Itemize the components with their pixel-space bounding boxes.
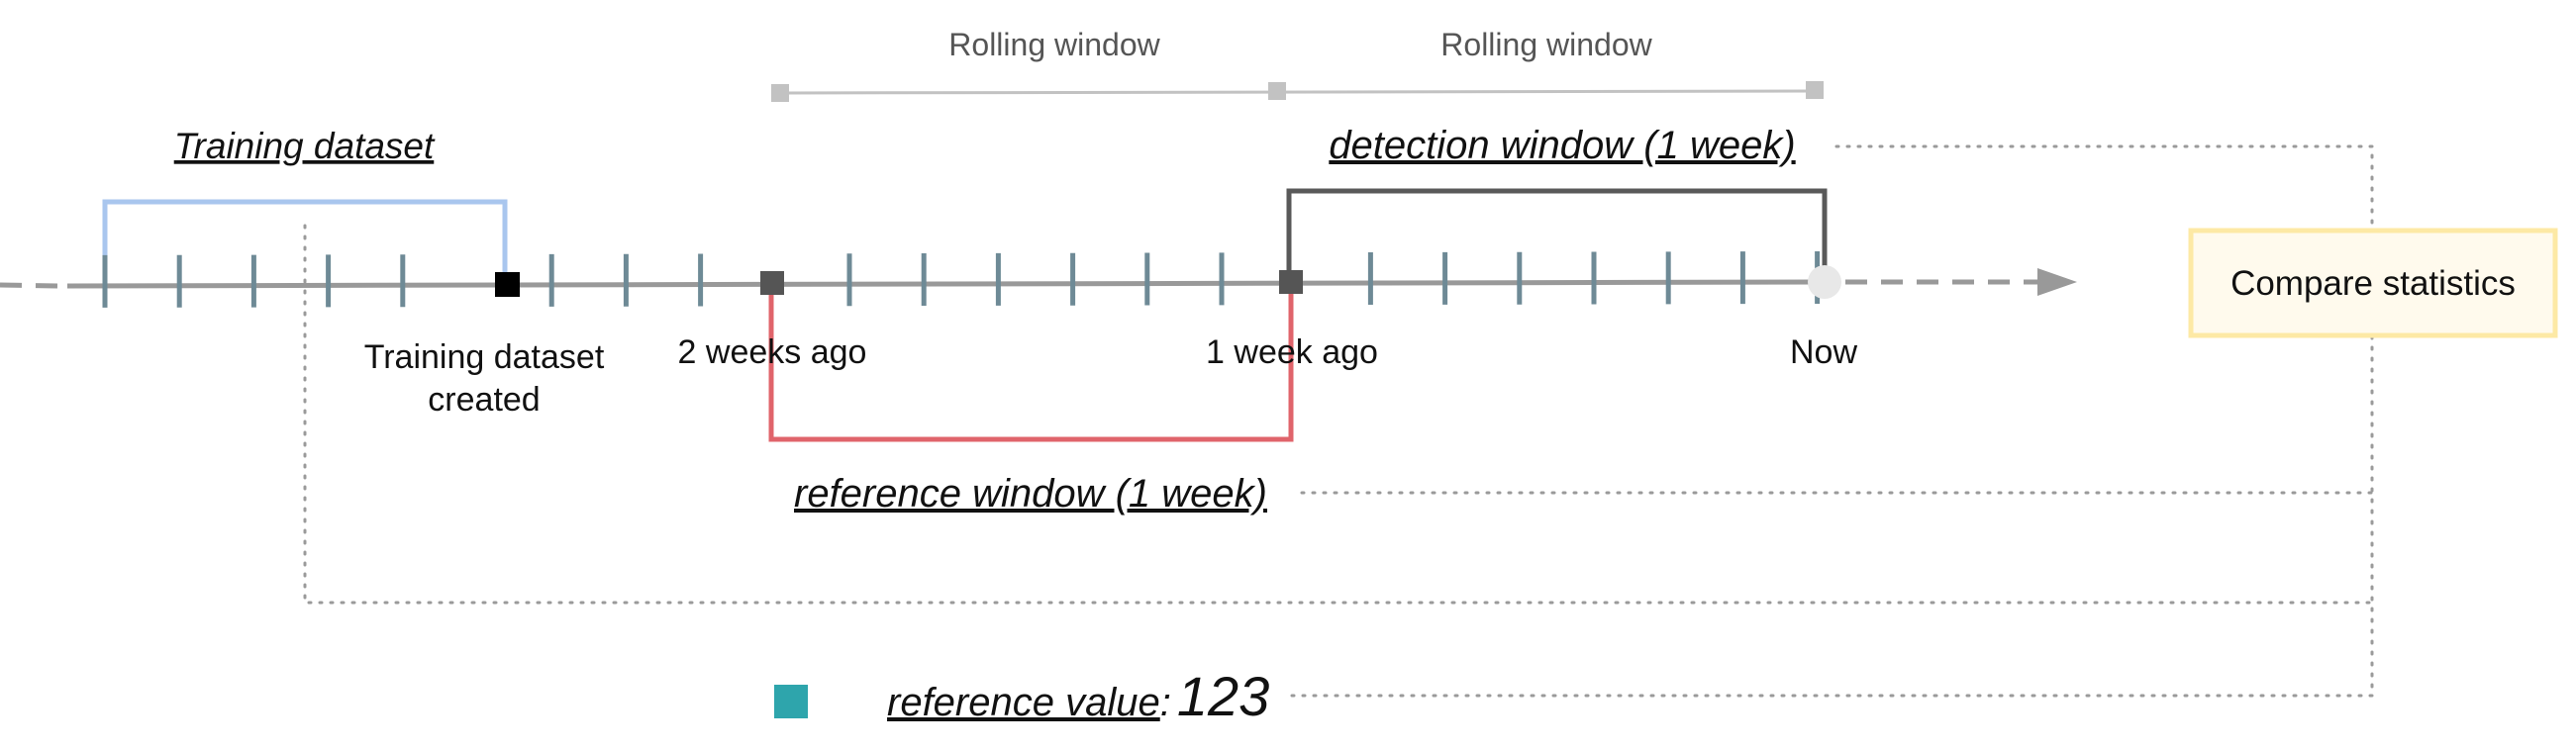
training-created-label: Training dataset [364, 338, 605, 376]
compare-statistics-label: Compare statistics [2230, 264, 2516, 303]
two-weeks-ago-label: 2 weeks ago [678, 333, 867, 371]
rolling-window-label-2: Rolling window [1440, 27, 1652, 62]
rolling-window-line [779, 89, 1818, 95]
detection-bracket: detection window (1 week) [1286, 124, 1828, 281]
two-weeks-ago-marker [760, 271, 784, 295]
reference-value-swatch [774, 685, 808, 718]
reference-value-text: reference value: 123 [887, 665, 1269, 727]
timeline-axis [66, 279, 1823, 289]
reference-value: reference value: 123 [774, 665, 1269, 727]
compare-statistics-box: Compare statistics [2188, 228, 2558, 338]
one-week-ago-marker [1279, 270, 1303, 294]
timeline-arrowhead [2037, 268, 2077, 296]
rolling-windows: Rolling window Rolling window [771, 27, 1824, 102]
rolling-window-marker [771, 84, 789, 102]
reference-bracket: reference window (1 week) [768, 293, 1294, 516]
rolling-window-marker [1268, 82, 1286, 100]
reference-value-separator: : [1160, 681, 1171, 724]
reference-bracket-line [768, 293, 1294, 442]
training-dataset-label: Training dataset [174, 126, 436, 166]
rolling-window-marker [1806, 81, 1824, 99]
timeline [0, 251, 2077, 308]
timeline-labels: Training dataset created 2 weeks ago 1 w… [364, 333, 1858, 419]
reference-window-label: reference window (1 week) [794, 472, 1267, 516]
reference-value-connector [1290, 334, 2374, 698]
one-week-ago-label: 1 week ago [1206, 333, 1378, 371]
compare-statistics-rect [2188, 228, 2558, 338]
now-marker [1808, 265, 1841, 299]
now-label: Now [1790, 333, 1857, 371]
timeline-dashed-start [0, 282, 60, 289]
training-created-label-2: created [428, 381, 540, 419]
detection-connector [1834, 144, 2374, 232]
detection-bracket-line [1286, 188, 1828, 281]
training-connector [303, 224, 2374, 605]
dotted-connectors [303, 144, 2374, 698]
training-created-marker [495, 272, 520, 297]
training-bracket: Training dataset [102, 126, 508, 273]
reference-value-number: 123 [1177, 665, 1269, 727]
rolling-window-label-1: Rolling window [948, 27, 1160, 62]
timeline-ticks [102, 251, 1821, 308]
training-bracket-line [102, 199, 508, 273]
detection-window-label: detection window (1 week) [1329, 124, 1795, 167]
reference-value-label: reference value [887, 681, 1160, 724]
